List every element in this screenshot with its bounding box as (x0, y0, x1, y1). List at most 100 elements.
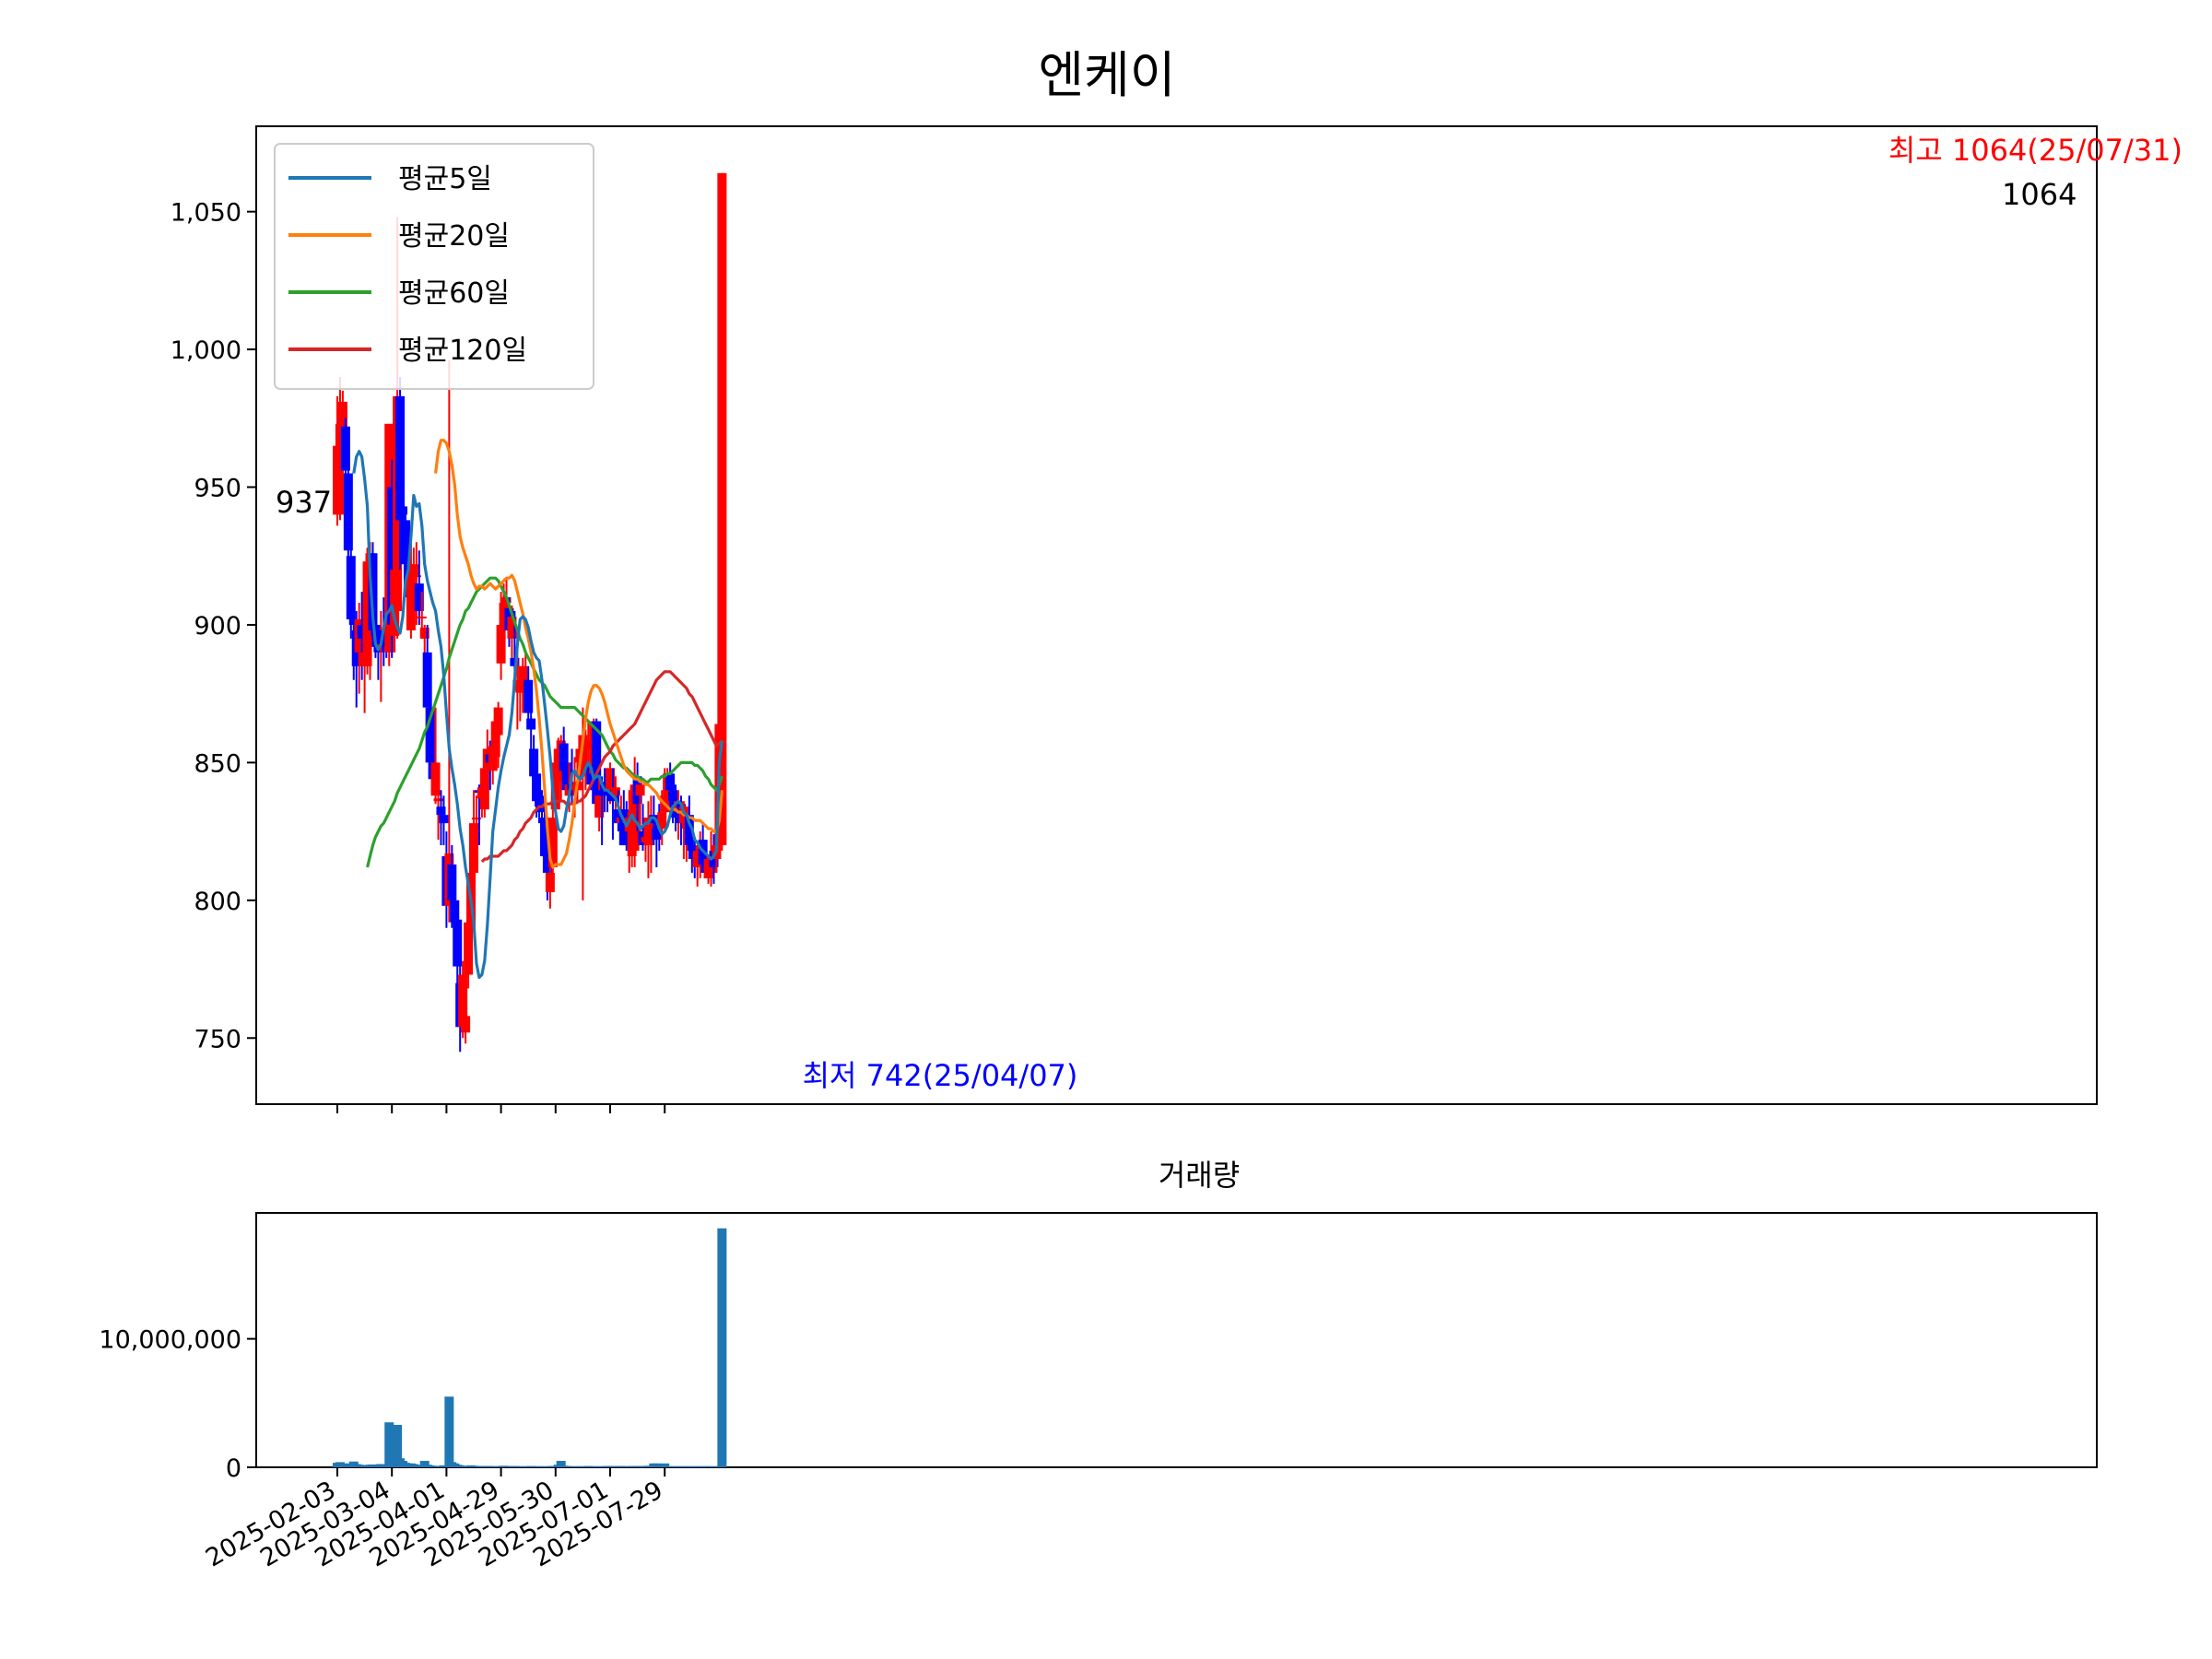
candle-body (422, 652, 432, 708)
volume-plot-frame (255, 1212, 2098, 1468)
candle-body (583, 740, 594, 749)
legend-box (274, 143, 594, 390)
candle-body (532, 773, 542, 802)
candle-body (362, 561, 372, 666)
candle-body (411, 575, 421, 578)
candle (469, 790, 478, 884)
candle-body (387, 487, 397, 625)
volume-panel-title: 거래량 (1159, 1158, 1240, 1193)
candle (499, 583, 509, 658)
volume-ytick-label: 0 (226, 1454, 241, 1483)
price-ytick-label: 950 (194, 475, 241, 503)
candle-body (430, 762, 441, 796)
candle-body (373, 632, 383, 653)
candle (406, 542, 416, 639)
candle-body (561, 762, 571, 791)
candle-body (635, 784, 645, 796)
price-ytick-label: 850 (194, 749, 241, 778)
legend-item: 평균5일 (288, 163, 492, 195)
price-ytick-label: 750 (194, 1025, 241, 1053)
candle-body (436, 806, 446, 816)
candle-body (450, 900, 460, 923)
legend-label: 평균60일 (398, 277, 510, 310)
candle-body (395, 395, 406, 521)
ma20-line (434, 439, 724, 869)
candle (594, 776, 605, 832)
candle-body (592, 721, 602, 805)
candle-body (343, 473, 353, 551)
candle-body (453, 919, 463, 967)
candle-body (524, 679, 534, 713)
candle (414, 550, 424, 625)
legend-label: 평균5일 (398, 163, 492, 195)
candle-body (594, 795, 605, 818)
volume-bar (556, 1461, 566, 1467)
candle (439, 795, 449, 846)
candle-body (357, 624, 367, 639)
candle-body (414, 583, 424, 612)
candle-body (606, 768, 615, 791)
legend-label: 평균120일 (398, 335, 527, 367)
candle (646, 795, 656, 873)
candle-body (461, 1016, 471, 1033)
candle-body (559, 743, 569, 771)
candle-body (479, 768, 489, 810)
price-ytick-label: 1,050 (171, 199, 241, 228)
volume-bar (660, 1463, 670, 1467)
candle-body (547, 818, 558, 867)
candle-body (333, 445, 342, 515)
candle-body (401, 520, 410, 565)
candle-body (515, 690, 525, 693)
candle (493, 701, 503, 769)
candle-body (340, 426, 350, 471)
legend-item: 평균60일 (288, 277, 510, 310)
candle-body (346, 556, 356, 619)
volume-bar (419, 1461, 429, 1467)
candle-body (408, 564, 418, 576)
candle-body (545, 872, 555, 892)
candle (422, 624, 432, 708)
ma120-line (480, 670, 724, 864)
legend-item: 평균20일 (288, 220, 510, 253)
volume-bar (717, 1228, 727, 1467)
volume-bar (444, 1396, 454, 1467)
candle (547, 809, 558, 892)
candle-body (610, 787, 620, 796)
candle-body (665, 773, 676, 791)
ma5-line (352, 450, 724, 980)
volume-ytick-label: 10,000,000 (99, 1326, 241, 1355)
chart-title: 엔케이 (1038, 46, 1175, 104)
price-ytick-label: 800 (194, 888, 241, 916)
candle-body (496, 624, 506, 664)
candle-body (539, 818, 549, 857)
candle-body (684, 815, 694, 846)
candle (453, 900, 463, 983)
volume-bar (652, 1463, 662, 1467)
candle (524, 665, 534, 722)
candle (717, 172, 727, 852)
candle-body (518, 665, 528, 691)
candle-body (490, 721, 500, 758)
candle-body (425, 707, 435, 763)
candle-body (419, 627, 429, 639)
candle (430, 707, 441, 805)
price-panel: 750 800 850 900 950 1,000 1,050 최고 1064(25/07/3… (171, 125, 2183, 1113)
candle-body (507, 616, 517, 639)
candle-body (447, 864, 457, 900)
candle (526, 701, 536, 755)
candle-body (458, 974, 468, 1028)
price-ytick-label: 900 (194, 612, 241, 641)
legend-item: 평균120일 (288, 335, 527, 367)
candle (471, 795, 481, 867)
candle-body (469, 823, 478, 873)
candle-body (464, 922, 474, 975)
candle (373, 624, 383, 680)
candle-body (406, 570, 416, 630)
candle-body (512, 679, 523, 691)
max-price-annotation: 최고 1064(25/07/31) (1888, 133, 2183, 168)
candle-body (597, 790, 607, 796)
candle-body (657, 812, 667, 830)
candle-body (526, 718, 536, 730)
candle-body (668, 790, 678, 802)
